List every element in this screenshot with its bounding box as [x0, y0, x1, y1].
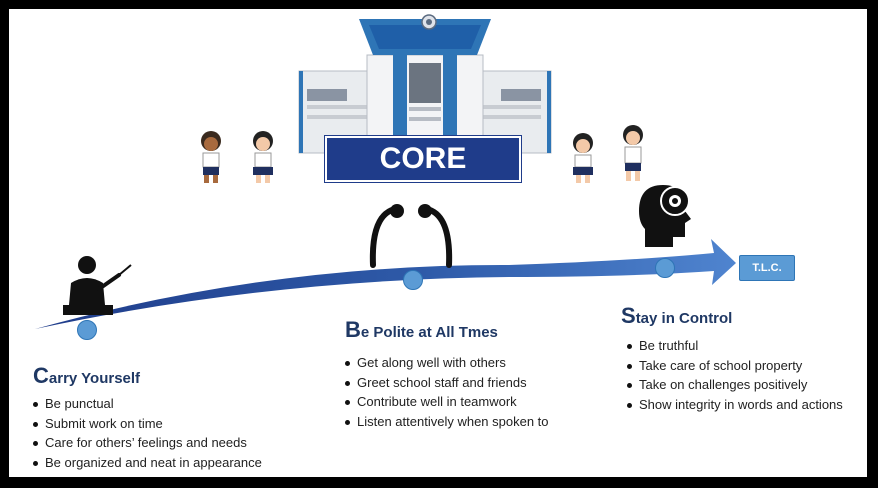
heading-rest: e Polite at All Tmes	[360, 324, 498, 341]
head-gear-icon	[639, 185, 691, 247]
list-item: Care for others’ feelings and needs	[31, 433, 262, 453]
list-item: Submit work on time	[31, 414, 262, 434]
list-item: Listen attentively when spoken to	[343, 412, 549, 432]
heading-initial: S	[621, 303, 636, 328]
node-carry	[77, 320, 97, 340]
tlc-badge: T.L.C.	[739, 255, 795, 281]
heading-rest: tay in Control	[635, 310, 733, 327]
list-item: Greet school staff and friends	[343, 373, 549, 393]
value-list-carry: Be punctual Submit work on time Care for…	[31, 394, 262, 472]
value-list-control: Be truthful Take care of school property…	[625, 336, 843, 414]
list-item: Take on challenges positively	[625, 375, 843, 395]
children-right-illustration	[573, 125, 643, 183]
node-control	[655, 258, 675, 278]
value-heading-control: Stay in Control	[621, 303, 732, 329]
list-item: Be truthful	[625, 336, 843, 356]
quotation-marks-icon	[369, 204, 453, 268]
list-item: Show integrity in words and actions	[625, 395, 843, 415]
core-values-title: CORE VALUES	[325, 136, 521, 217]
heading-initial: C	[33, 363, 49, 388]
list-item: Get along well with others	[343, 353, 549, 373]
value-heading-polite: Be Polite at All Tmes	[345, 317, 498, 343]
node-polite	[403, 270, 423, 290]
value-heading-carry: Carry Yourself	[33, 363, 140, 389]
heading-initial: B	[345, 317, 361, 342]
teacher-pointer-icon	[63, 256, 132, 315]
list-item: Be punctual	[31, 394, 262, 414]
list-item: Contribute well in teamwork	[343, 392, 549, 412]
heading-rest: arry Yourself	[48, 370, 141, 387]
children-left-illustration	[201, 131, 273, 183]
list-item: Take care of school property	[625, 356, 843, 376]
list-item: Be organized and neat in appearance	[31, 453, 262, 473]
slide: CORE VALUES	[9, 9, 867, 477]
value-list-polite: Get along well with others Greet school …	[343, 353, 549, 431]
